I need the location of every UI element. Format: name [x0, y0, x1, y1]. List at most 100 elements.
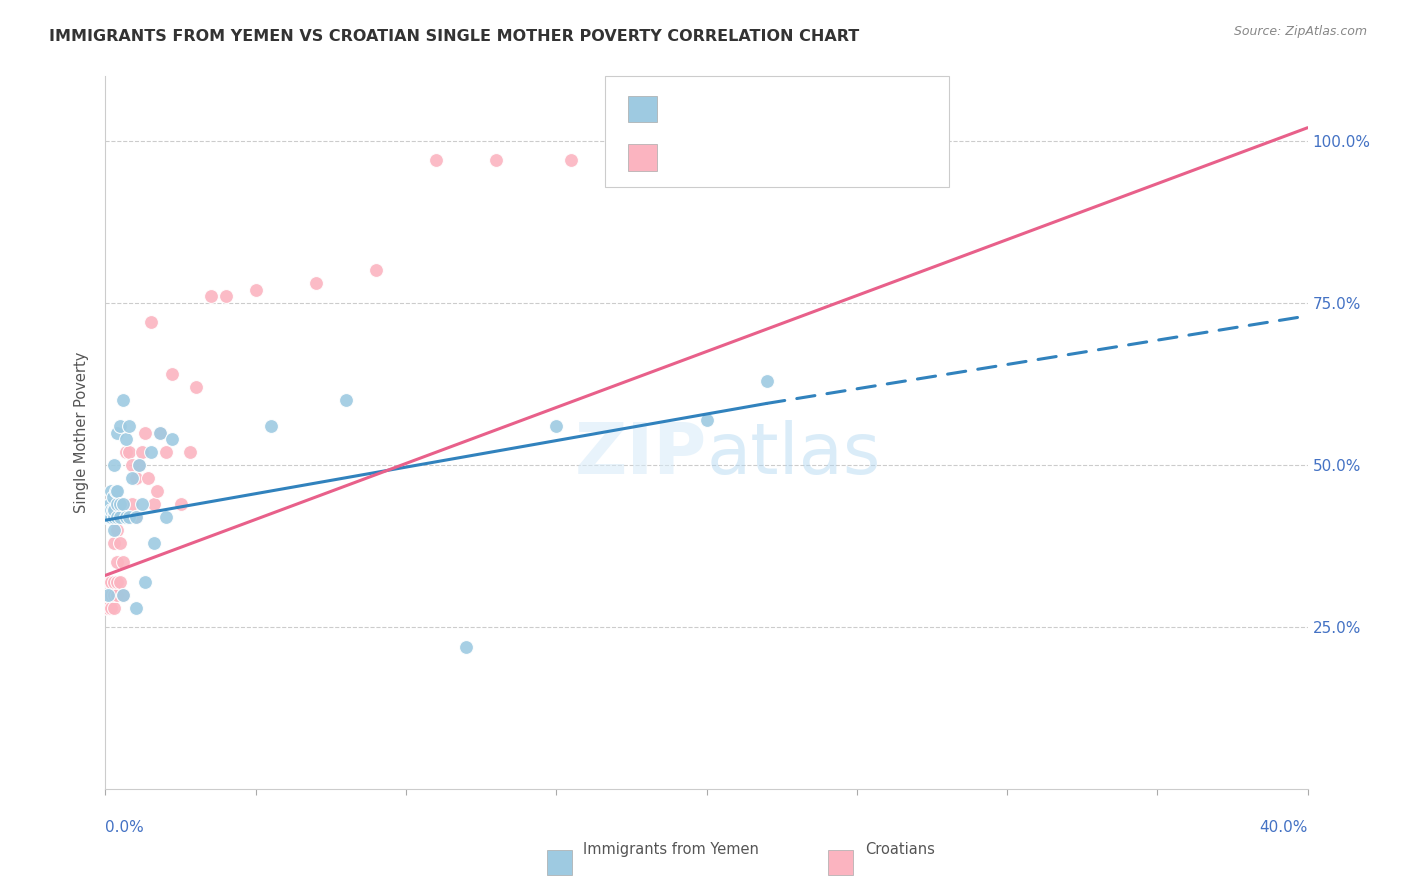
- Y-axis label: Single Mother Poverty: Single Mother Poverty: [75, 352, 90, 513]
- Text: R = 0.435   N = 53: R = 0.435 N = 53: [671, 148, 841, 166]
- Point: [121, 458, 143, 472]
- Point: [454, 640, 477, 654]
- Point: [160, 432, 183, 446]
- Point: [155, 510, 177, 524]
- Point: [110, 510, 132, 524]
- Point: [107, 588, 129, 602]
- Point: [103, 574, 125, 589]
- Point: [110, 536, 132, 550]
- Point: [128, 458, 150, 472]
- Point: [786, 153, 808, 168]
- Point: [124, 600, 146, 615]
- Text: Source: ZipAtlas.com: Source: ZipAtlas.com: [1233, 25, 1367, 38]
- Point: [115, 445, 138, 459]
- Point: [103, 503, 125, 517]
- Point: [131, 497, 153, 511]
- Point: [97, 510, 120, 524]
- Point: [560, 153, 582, 168]
- Point: [118, 510, 141, 524]
- Point: [696, 153, 718, 168]
- Point: [160, 368, 183, 382]
- Point: [98, 510, 121, 524]
- Point: [214, 289, 236, 303]
- Point: [103, 600, 125, 615]
- Point: [605, 153, 627, 168]
- Point: [110, 510, 132, 524]
- Point: [97, 600, 120, 615]
- Point: [485, 153, 508, 168]
- Point: [169, 497, 191, 511]
- Point: [112, 555, 135, 569]
- Text: 0.0%: 0.0%: [105, 821, 145, 835]
- Point: [110, 419, 132, 434]
- Point: [121, 497, 143, 511]
- Point: [101, 491, 124, 505]
- Point: [100, 574, 122, 589]
- Point: [139, 315, 162, 329]
- Point: [107, 555, 129, 569]
- Point: [107, 483, 129, 498]
- Point: [118, 445, 141, 459]
- Point: [335, 393, 357, 408]
- Point: [124, 510, 146, 524]
- Text: 40.0%: 40.0%: [1260, 821, 1308, 835]
- Point: [107, 510, 129, 524]
- Point: [100, 483, 122, 498]
- Point: [200, 289, 222, 303]
- Point: [115, 432, 138, 446]
- Point: [100, 503, 122, 517]
- Point: [107, 497, 129, 511]
- Point: [139, 445, 162, 459]
- Text: Immigrants from Yemen: Immigrants from Yemen: [583, 842, 759, 856]
- Point: [107, 574, 129, 589]
- Point: [107, 425, 129, 440]
- Point: [103, 536, 125, 550]
- Point: [118, 419, 141, 434]
- Point: [115, 510, 138, 524]
- Point: [305, 277, 328, 291]
- Point: [97, 588, 120, 602]
- Point: [112, 588, 135, 602]
- Point: [100, 600, 122, 615]
- Point: [145, 483, 167, 498]
- Point: [142, 497, 165, 511]
- Point: [112, 497, 135, 511]
- Point: [103, 588, 125, 602]
- Point: [110, 574, 132, 589]
- Point: [876, 153, 898, 168]
- Point: [104, 483, 127, 498]
- Point: [103, 458, 125, 472]
- Point: [97, 588, 120, 602]
- Text: IMMIGRANTS FROM YEMEN VS CROATIAN SINGLE MOTHER POVERTY CORRELATION CHART: IMMIGRANTS FROM YEMEN VS CROATIAN SINGLE…: [49, 29, 859, 44]
- Point: [128, 458, 150, 472]
- Point: [98, 574, 121, 589]
- Text: R = 0.358   N = 46: R = 0.358 N = 46: [671, 100, 841, 118]
- Point: [134, 574, 156, 589]
- Point: [103, 523, 125, 537]
- Text: Croatians: Croatians: [865, 842, 935, 856]
- Point: [96, 510, 118, 524]
- Point: [546, 419, 568, 434]
- Point: [112, 588, 135, 602]
- Point: [425, 153, 447, 168]
- Point: [124, 471, 146, 485]
- Point: [115, 510, 138, 524]
- Text: atlas: atlas: [707, 419, 882, 489]
- Point: [100, 588, 122, 602]
- Point: [142, 536, 165, 550]
- Point: [148, 425, 170, 440]
- Point: [107, 523, 129, 537]
- Point: [148, 425, 170, 440]
- Point: [103, 510, 125, 524]
- Point: [155, 445, 177, 459]
- Point: [100, 510, 122, 524]
- Point: [124, 510, 146, 524]
- Point: [112, 393, 135, 408]
- Point: [121, 471, 143, 485]
- Point: [118, 510, 141, 524]
- Point: [696, 412, 718, 426]
- Point: [364, 263, 387, 277]
- Point: [136, 471, 159, 485]
- Text: ZIP: ZIP: [574, 419, 707, 489]
- Point: [101, 503, 124, 517]
